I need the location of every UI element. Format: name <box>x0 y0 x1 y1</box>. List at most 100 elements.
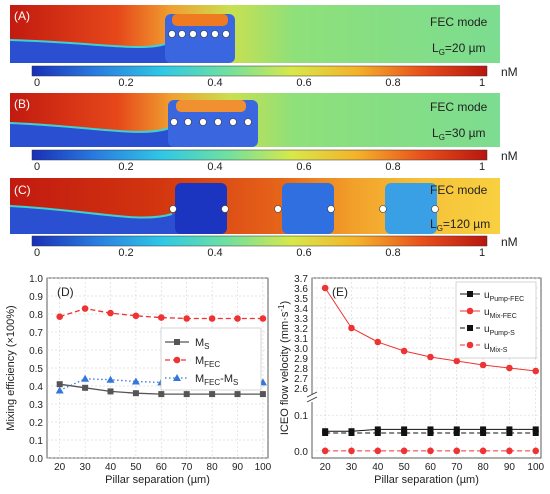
data-point <box>401 430 408 436</box>
y-tick-label: 3.0 <box>294 344 308 355</box>
data-point <box>466 307 474 315</box>
x-tick-label: 90 <box>504 462 516 473</box>
data-point <box>427 447 434 455</box>
data-point <box>401 426 408 433</box>
colorbar-1: 0 0.2 0.4 0.6 0.8 1 nM <box>31 65 518 89</box>
x-tick-label: 50 <box>130 462 142 473</box>
data-point <box>158 391 165 398</box>
x-tick-label: 60 <box>156 462 168 473</box>
data-point <box>400 347 408 355</box>
y-tick-label: 0.2 <box>29 418 43 429</box>
data-point <box>259 315 267 322</box>
data-point <box>131 377 140 385</box>
data-point <box>374 447 382 455</box>
y-axis-label-end: ) <box>279 301 291 305</box>
data-point <box>81 374 90 382</box>
panel-c-interface <box>9 205 173 219</box>
pillar-icon <box>327 205 335 213</box>
axis-break-mark <box>306 396 318 403</box>
pillar-icon <box>169 205 177 213</box>
y-tick-label: 3.1 <box>294 334 308 345</box>
y-tick-label: 0.5 <box>29 364 43 375</box>
colorbar-tick-label: 0.2 <box>118 247 133 259</box>
data-point <box>173 374 181 381</box>
legend-sub: S <box>233 378 238 387</box>
panel-a: (A) FEC mode LG=20 µm <box>9 5 500 63</box>
y-tick-label: 0.4 <box>29 382 43 393</box>
y-axis-label-sup: -1 <box>277 304 286 312</box>
pillar-icon <box>211 30 219 38</box>
legend-name: M <box>195 337 204 349</box>
panel-c-low-region <box>10 206 180 234</box>
legend-name: u <box>484 290 490 301</box>
y-axis-label-main: ICEO flow velocity (mm·s <box>279 311 291 435</box>
pillar-icon <box>244 118 252 126</box>
panel-d-label: (D) <box>57 285 74 299</box>
y-tick-label: 3.7 <box>294 274 308 285</box>
colorbar-tick-label: 1 <box>479 247 485 259</box>
colorbar-tick-label: 1 <box>479 77 485 89</box>
x-tick-label: 80 <box>207 462 219 473</box>
data-point <box>506 447 513 455</box>
x-axis-label: Pillar separation (µm) <box>105 474 210 486</box>
panel-c-lg: LG=120 µm <box>430 217 490 233</box>
data-point <box>173 356 181 364</box>
colorbar-tick-label: 0.6 <box>296 247 311 259</box>
legend-name: u <box>484 307 490 318</box>
data-point <box>374 426 381 433</box>
data-point <box>427 430 434 436</box>
data-point <box>506 426 513 433</box>
data-point <box>209 391 216 398</box>
data-point <box>208 315 216 322</box>
data-point <box>81 305 89 312</box>
x-tick-label: 20 <box>320 462 332 473</box>
series-line <box>59 307 263 320</box>
colorbar-tick-label: 0 <box>34 247 40 259</box>
data-point <box>453 430 460 436</box>
panel-a-lg: LG=20 µm <box>432 41 486 57</box>
y-tick-label: 0.0 <box>294 447 308 458</box>
pillar-icon <box>221 205 229 213</box>
data-point <box>532 430 539 436</box>
pillar-icon <box>184 118 192 126</box>
panel-c-label: (C) <box>14 183 31 197</box>
legend-label: uPump-FEC <box>484 290 524 303</box>
legend-sub: S <box>204 342 209 351</box>
colorbar-strip <box>31 149 488 161</box>
colorbar-tick-label: 0.8 <box>385 77 400 89</box>
legend-sub: Mix-S <box>490 347 508 354</box>
y-tick-label: 2.7 <box>294 374 308 385</box>
y-tick-label: 2.6 <box>294 384 308 395</box>
colorbar-tick-label: 0.2 <box>118 161 133 173</box>
data-point <box>466 341 474 349</box>
axis-break-mark <box>306 391 318 398</box>
x-tick-label: 70 <box>451 462 463 473</box>
data-point <box>348 430 355 436</box>
x-tick-label: 90 <box>232 462 244 473</box>
panel-a-interface <box>9 39 166 49</box>
chart-e: 2.62.72.82.93.03.13.23.33.43.53.63.7 0.0 0… <box>277 274 545 486</box>
pillar-icon <box>199 118 207 126</box>
panel-b-low-region <box>10 123 182 147</box>
chart-d: 0.0 0.1 0.2 0.3 0.4 0.5 0.6 0.7 0.8 0.9 1.0 20 30 40 5… <box>5 274 272 486</box>
panel-e-label: (E) <box>332 285 348 299</box>
panel-c: (C) FEC mode LG=120 µm <box>9 178 500 234</box>
panel-a-low-region <box>10 40 180 63</box>
y-tick-label: 0.3 <box>29 400 43 411</box>
data-point <box>453 447 461 455</box>
data-point <box>321 447 329 455</box>
x-tick-label: 40 <box>372 462 384 473</box>
x-tick-label: 100 <box>527 462 544 473</box>
colorbar-unit: nM <box>501 149 518 163</box>
data-point <box>427 426 434 433</box>
pillar-icon <box>229 118 237 126</box>
data-point <box>321 284 329 292</box>
data-point <box>532 367 540 375</box>
data-point <box>56 381 63 388</box>
pillar-icon <box>170 118 178 126</box>
data-point <box>56 313 64 321</box>
data-point <box>107 388 114 395</box>
data-point <box>480 426 487 433</box>
